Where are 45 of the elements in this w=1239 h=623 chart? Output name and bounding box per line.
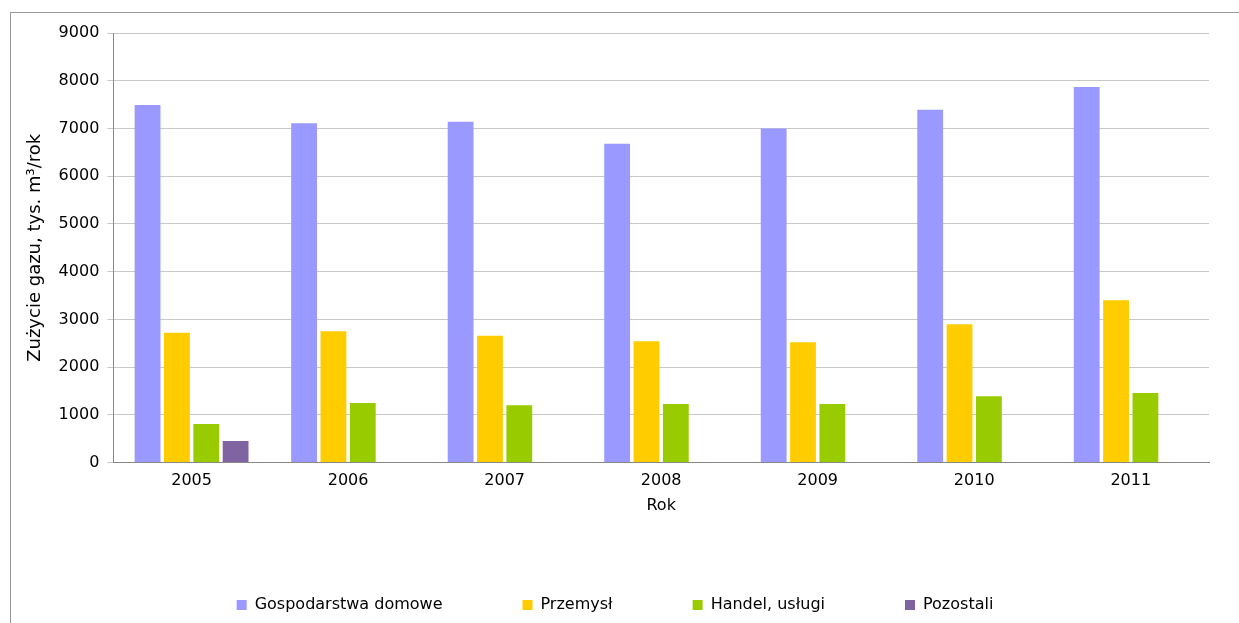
y-axis-title: Zużycie gazu, tys. m³/rok — [23, 133, 45, 362]
legend-label: Pozostali — [922, 594, 994, 614]
x-axis-title: Rok — [646, 494, 677, 514]
bar — [633, 341, 660, 463]
bar — [946, 324, 973, 463]
legend-label: Gospodarstwa domowe — [254, 594, 443, 614]
bar — [790, 342, 816, 463]
bar — [1132, 392, 1159, 463]
bar — [917, 109, 944, 463]
legend-label: Przemysł — [540, 594, 614, 614]
bar — [506, 405, 533, 463]
y-tick-label: 1000 — [58, 404, 100, 424]
bar — [1073, 86, 1100, 463]
y-tick-label: 4000 — [58, 260, 100, 280]
x-tick-label: 2010 — [953, 470, 995, 490]
x-tick-label: 2011 — [1110, 470, 1152, 490]
bar — [320, 331, 347, 463]
bar — [1103, 300, 1129, 463]
legend-label: Handel, usługi — [710, 594, 825, 614]
x-tick-label: 2005 — [171, 470, 212, 490]
bar — [819, 403, 846, 463]
bar — [975, 396, 1002, 463]
bar — [134, 105, 161, 463]
y-tick-label: 8000 — [58, 69, 100, 89]
bar — [760, 128, 787, 463]
x-tick-label: 2007 — [484, 470, 525, 490]
y-tick-label: 9000 — [58, 22, 100, 42]
y-tick-label: 5000 — [58, 213, 100, 233]
bar — [163, 332, 190, 463]
bar — [193, 423, 220, 463]
y-tick-label: 0 — [89, 451, 100, 471]
x-tick-label: 2009 — [797, 470, 839, 490]
bar — [222, 441, 249, 463]
bar — [349, 402, 376, 463]
bar — [447, 121, 474, 463]
y-tick-label: 6000 — [58, 165, 100, 185]
bar — [662, 403, 689, 463]
bar — [604, 143, 631, 463]
y-tick-label: 7000 — [58, 117, 100, 137]
bar — [477, 335, 503, 463]
y-tick-label: 3000 — [58, 308, 100, 328]
bar — [291, 123, 317, 463]
x-tick-label: 2006 — [327, 470, 369, 490]
y-tick-label: 2000 — [58, 356, 100, 376]
x-tick-label: 2008 — [640, 470, 682, 490]
